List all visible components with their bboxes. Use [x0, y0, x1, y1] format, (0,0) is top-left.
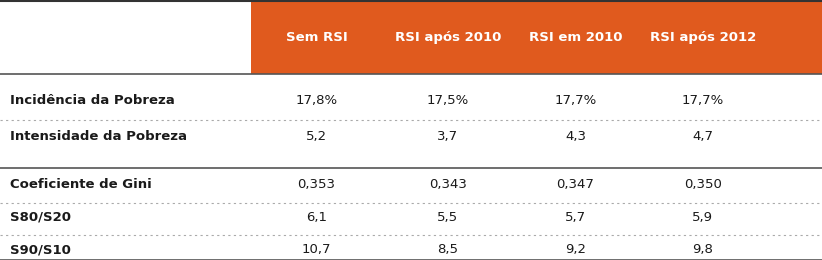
Text: S80/S20: S80/S20: [10, 211, 71, 224]
Text: 5,9: 5,9: [692, 211, 713, 224]
Text: RSI após 2012: RSI após 2012: [649, 31, 756, 44]
Text: RSI em 2010: RSI em 2010: [529, 31, 622, 44]
Text: RSI após 2010: RSI após 2010: [395, 31, 501, 44]
Text: 5,5: 5,5: [437, 211, 459, 224]
Text: Intensidade da Pobreza: Intensidade da Pobreza: [10, 130, 187, 143]
Text: 17,5%: 17,5%: [427, 94, 469, 107]
Text: 17,7%: 17,7%: [681, 94, 724, 107]
Text: 6,1: 6,1: [306, 211, 327, 224]
Text: 4,7: 4,7: [692, 130, 713, 143]
Text: Sem RSI: Sem RSI: [285, 31, 348, 44]
Bar: [251, 0, 822, 74]
Text: 5,2: 5,2: [306, 130, 327, 143]
Text: 9,8: 9,8: [692, 243, 713, 256]
Text: 5,7: 5,7: [565, 211, 586, 224]
Text: 17,7%: 17,7%: [554, 94, 597, 107]
Text: 0,343: 0,343: [429, 178, 467, 191]
Text: 0,347: 0,347: [556, 178, 594, 191]
Text: S90/S10: S90/S10: [10, 243, 71, 256]
Text: Coeficiente de Gini: Coeficiente de Gini: [10, 178, 151, 191]
Text: 0,353: 0,353: [298, 178, 335, 191]
Text: 0,350: 0,350: [684, 178, 722, 191]
Text: 8,5: 8,5: [437, 243, 459, 256]
Text: 3,7: 3,7: [437, 130, 459, 143]
Text: 17,8%: 17,8%: [295, 94, 338, 107]
Text: 9,2: 9,2: [565, 243, 586, 256]
Text: Incidência da Pobreza: Incidência da Pobreza: [10, 94, 174, 107]
Text: 4,3: 4,3: [565, 130, 586, 143]
Text: 10,7: 10,7: [302, 243, 331, 256]
